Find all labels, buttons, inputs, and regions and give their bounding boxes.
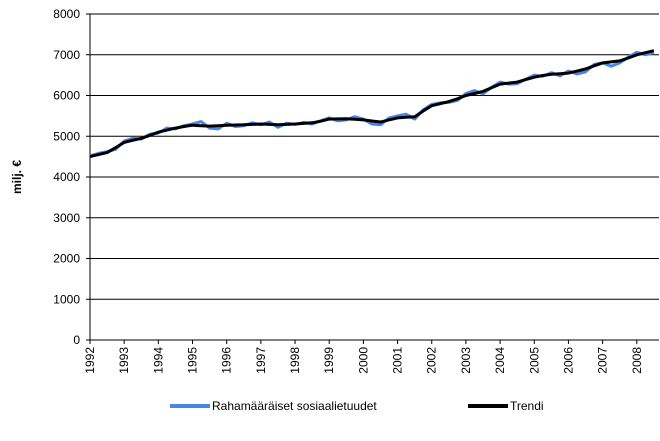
y-tick-label: 2000 — [53, 252, 80, 266]
x-tick-label: 2001 — [391, 347, 405, 374]
y-axis-title: milj. € — [10, 160, 24, 194]
x-tick-label: 2003 — [459, 347, 473, 374]
x-tick-label: 2002 — [425, 347, 439, 374]
x-tick-label: 1995 — [186, 347, 200, 374]
x-tick-label: 2000 — [356, 347, 370, 374]
x-tick-label: 2006 — [561, 347, 575, 374]
x-tick-label: 2005 — [527, 347, 541, 374]
series-line — [89, 50, 655, 158]
legend-label: Rahamääräiset sosiaalietuudet — [212, 399, 377, 413]
x-tick-label: 1997 — [254, 347, 268, 374]
x-tick-label: 2004 — [493, 347, 507, 374]
y-tick-label: 0 — [73, 333, 80, 347]
x-tick-label: 1998 — [288, 347, 302, 374]
x-tick-label: 1999 — [322, 347, 336, 374]
x-tick-label: 1992 — [83, 347, 97, 374]
x-tick-label: 2008 — [630, 347, 644, 374]
x-tick-label: 1993 — [117, 347, 131, 374]
y-tick-label: 7000 — [53, 48, 80, 62]
y-tick-label: 1000 — [53, 292, 80, 306]
y-tick-label: 5000 — [53, 129, 80, 143]
y-tick-label: 6000 — [53, 89, 80, 103]
y-tick-label: 8000 — [53, 7, 80, 21]
y-tick-label: 4000 — [53, 170, 80, 184]
x-tick-label: 1994 — [151, 347, 165, 374]
x-tick-label: 1996 — [220, 347, 234, 374]
legend-label: Trendi — [510, 399, 544, 413]
y-tick-label: 3000 — [53, 211, 80, 225]
x-tick-label: 2007 — [596, 347, 610, 374]
series-line — [89, 49, 655, 159]
